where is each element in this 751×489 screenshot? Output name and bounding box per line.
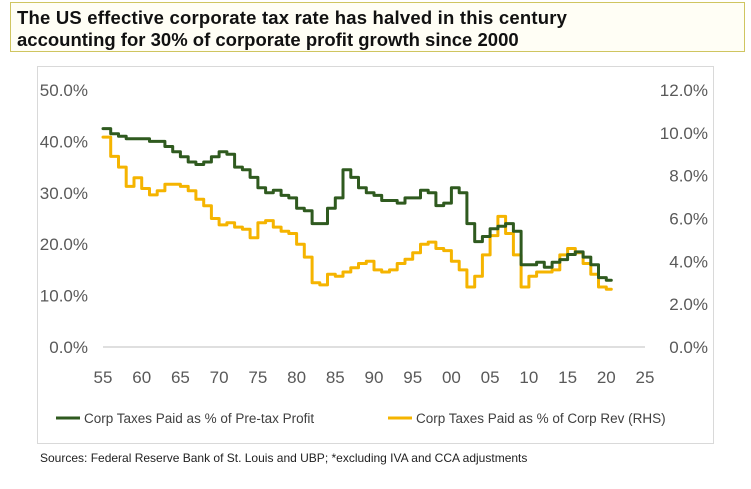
x-tick-label: 90 [365,368,384,387]
x-tick-label: 10 [519,368,538,387]
y-left-tick-label: 40.0% [40,132,88,151]
x-tick-label: 65 [171,368,190,387]
x-tick-label: 80 [287,368,306,387]
chart-title-box: The US effective corporate tax rate has … [10,2,745,52]
y-right-tick-label: 8.0% [669,167,708,186]
y-right-tick-label: 4.0% [669,252,708,271]
y-left-tick-label: 20.0% [40,235,88,254]
series-line-pretax-profit [101,127,613,282]
y-right-tick-label: 0.0% [669,338,708,357]
chart-title-line-2: accounting for 30% of corporate profit g… [17,29,519,50]
series-line-corp-rev [101,135,613,291]
x-tick-label: 55 [94,368,113,387]
chart-frame [37,66,714,444]
y-right-tick-label: 2.0% [669,295,708,314]
x-tick-label: 75 [248,368,267,387]
x-tick-label: 95 [403,368,422,387]
chart-title-line-1: The US effective corporate tax rate has … [17,7,568,28]
legend-label-corp-rev: Corp Taxes Paid as % of Corp Rev (RHS) [416,411,666,426]
y-right-tick-label: 10.0% [660,124,708,143]
x-tick-label: 05 [481,368,500,387]
x-tick-label: 70 [210,368,229,387]
x-tick-label: 85 [326,368,345,387]
y-left-tick-label: 50.0% [40,81,88,100]
x-tick-label: 15 [558,368,577,387]
y-left-tick-label: 0.0% [49,338,88,357]
legend-label-pretax-profit: Corp Taxes Paid as % of Pre-tax Profit [84,411,314,426]
y-left-tick-label: 30.0% [40,184,88,203]
x-tick-label: 20 [597,368,616,387]
source-note: Sources: Federal Reserve Bank of St. Lou… [40,451,528,465]
x-tick-label: 25 [636,368,655,387]
y-right-tick-label: 6.0% [669,210,708,229]
x-tick-label: 00 [442,368,461,387]
x-tick-label: 60 [132,368,151,387]
y-left-tick-label: 10.0% [40,287,88,306]
y-right-tick-label: 12.0% [660,81,708,100]
